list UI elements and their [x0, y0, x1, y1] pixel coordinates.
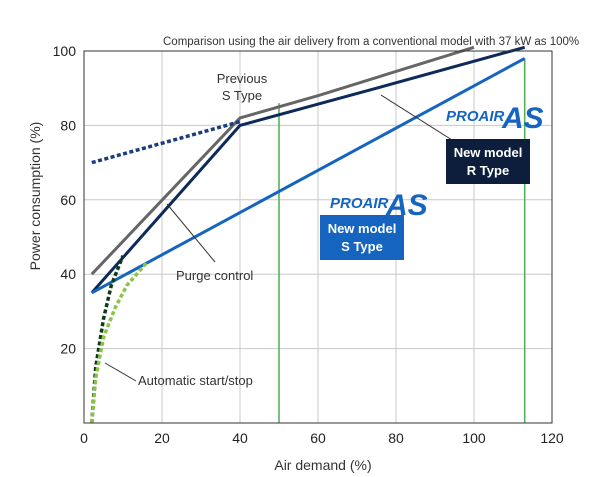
previous-label-line2: S Type [222, 88, 262, 103]
svg-text:PROAIR: PROAIR [330, 195, 389, 212]
y-tick-label: 60 [60, 192, 76, 208]
x-tick-label: 20 [154, 430, 170, 446]
x-tick-label: 0 [80, 430, 88, 446]
series-line-1 [90, 45, 475, 276]
y-tick-label: 80 [60, 117, 76, 133]
r-type-badge: New model R Type [446, 139, 530, 184]
y-tick-label: 40 [60, 266, 76, 282]
series-line-3 [91, 57, 526, 295]
s-type-badge: New model S Type [320, 215, 404, 260]
x-tick-label: 60 [310, 430, 326, 446]
svg-text:S Type: S Type [341, 239, 383, 254]
svg-text:New model: New model [328, 221, 397, 236]
x-axis-label: Air demand (%) [274, 457, 371, 473]
proair-logo-r-type: PROAIR AS [446, 102, 544, 135]
y-tick-label: 20 [60, 341, 76, 357]
series-line-2 [90, 45, 526, 294]
plot-frame [83, 50, 553, 424]
chart-subtitle: Comparison using the air delivery from a… [163, 36, 579, 48]
auto-start-stop-leader [104, 362, 137, 382]
series-lines [90, 45, 526, 424]
series-line-5 [90, 254, 125, 424]
svg-text:New model: New model [454, 145, 523, 160]
auto-start-stop-label: Automatic start/stop [138, 373, 253, 388]
x-tick-label: 80 [388, 430, 404, 446]
y-tick-labels: 20 40 60 80 100 [53, 43, 77, 357]
x-tick-label: 100 [462, 430, 486, 446]
y-axis-label: Power consumption (%) [27, 122, 43, 271]
x-tick-label: 40 [232, 430, 248, 446]
y-tick-label: 100 [53, 43, 77, 59]
x-tick-label: 120 [540, 430, 564, 446]
purge-control-leader [166, 203, 216, 263]
previous-label-line1: Previous [217, 71, 268, 86]
svg-text:R Type: R Type [467, 163, 509, 178]
svg-text:PROAIR: PROAIR [446, 108, 505, 125]
x-tick-labels: 0 20 40 60 80 100 120 [80, 430, 564, 446]
svg-text:AS: AS [501, 102, 544, 135]
purge-control-label: Purge control [176, 268, 253, 283]
grid [84, 51, 552, 423]
r-type-leader [380, 94, 453, 141]
reference-lines [278, 58, 526, 423]
